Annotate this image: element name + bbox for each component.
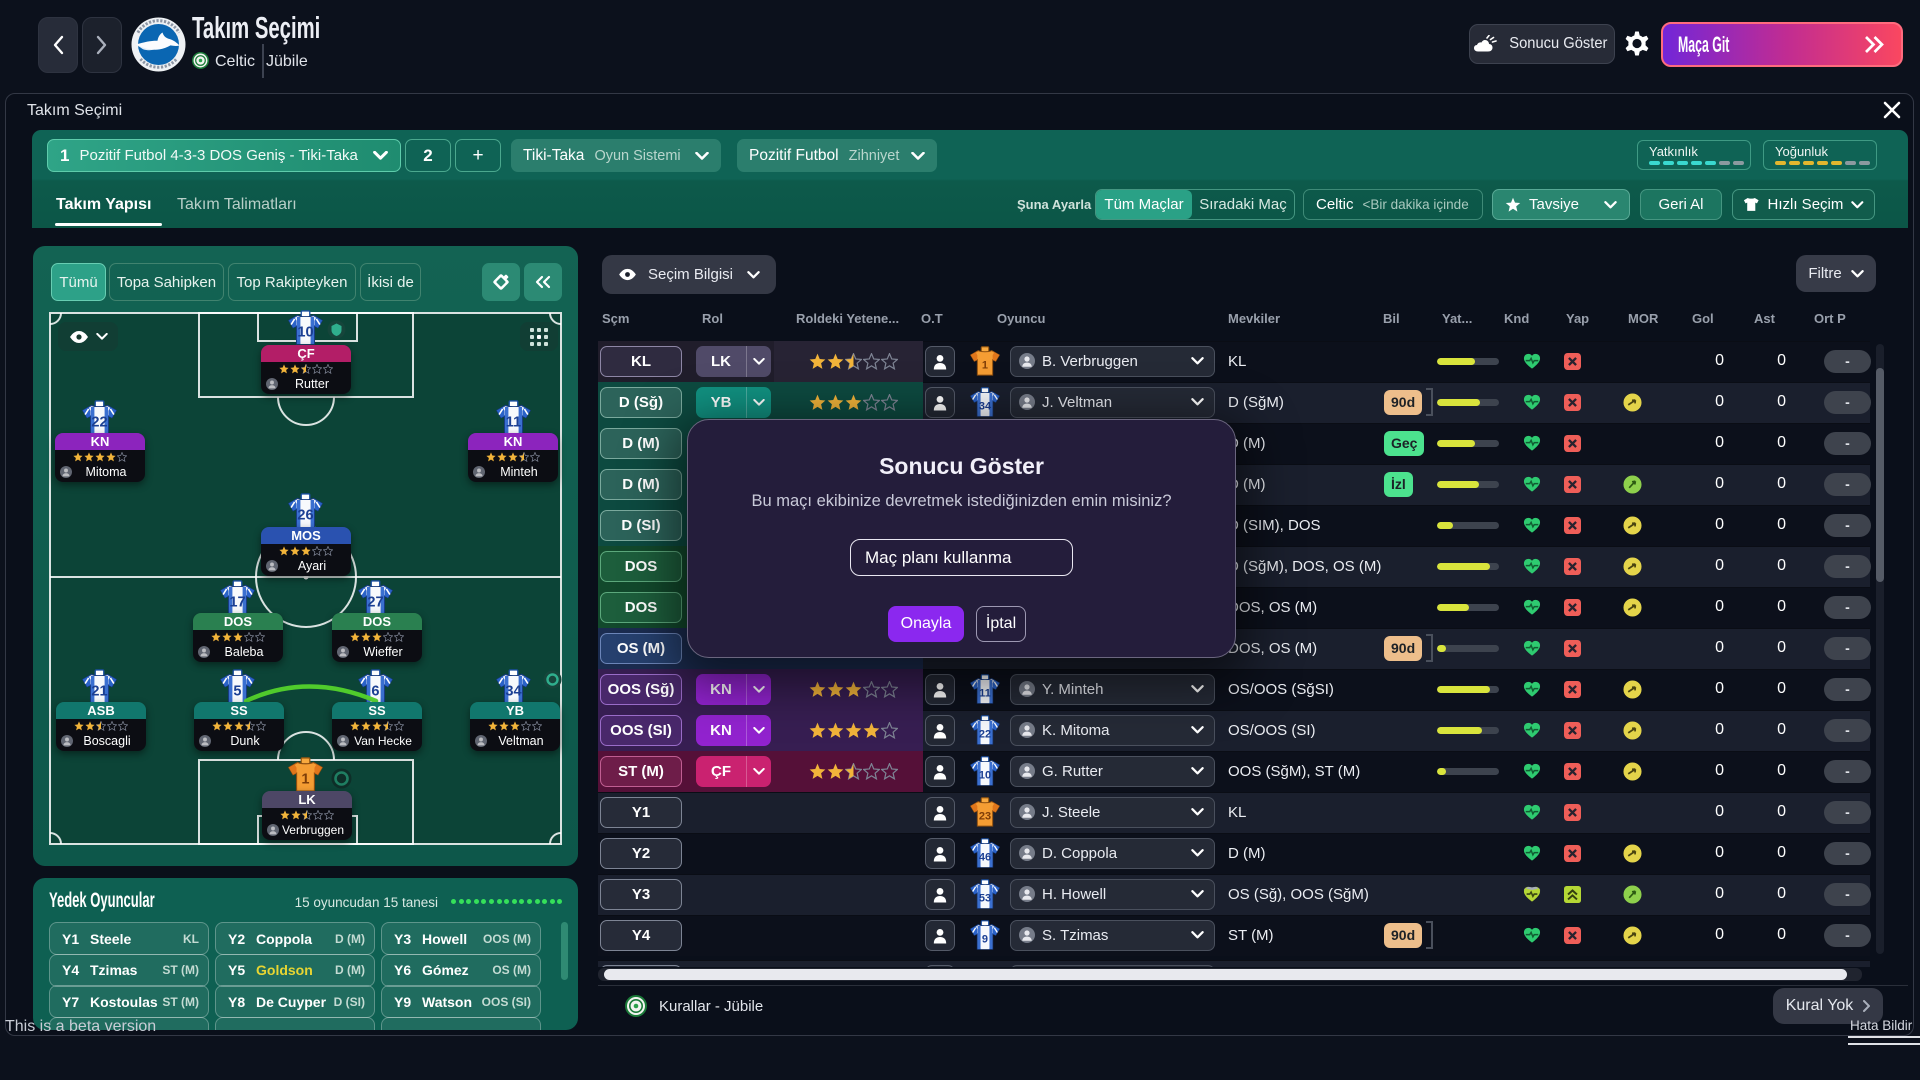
svg-text:34: 34 bbox=[979, 400, 992, 412]
svg-text:46: 46 bbox=[979, 851, 991, 863]
svg-text:11: 11 bbox=[506, 414, 521, 430]
svg-text:6: 6 bbox=[371, 683, 379, 699]
svg-text:5: 5 bbox=[233, 683, 241, 699]
svg-text:10: 10 bbox=[297, 324, 313, 340]
svg-text:10: 10 bbox=[979, 769, 991, 781]
svg-text:9: 9 bbox=[982, 933, 988, 945]
svg-text:11: 11 bbox=[979, 687, 991, 699]
svg-text:22: 22 bbox=[91, 414, 107, 430]
svg-text:53: 53 bbox=[979, 892, 991, 904]
svg-text:23: 23 bbox=[979, 810, 991, 822]
svg-text:26: 26 bbox=[297, 507, 313, 523]
svg-text:34: 34 bbox=[505, 683, 522, 699]
svg-text:27: 27 bbox=[367, 594, 383, 610]
svg-text:1: 1 bbox=[982, 359, 988, 371]
svg-text:21: 21 bbox=[91, 683, 107, 699]
svg-text:17: 17 bbox=[229, 594, 245, 610]
svg-text:1: 1 bbox=[301, 771, 309, 787]
svg-text:22: 22 bbox=[979, 728, 991, 740]
